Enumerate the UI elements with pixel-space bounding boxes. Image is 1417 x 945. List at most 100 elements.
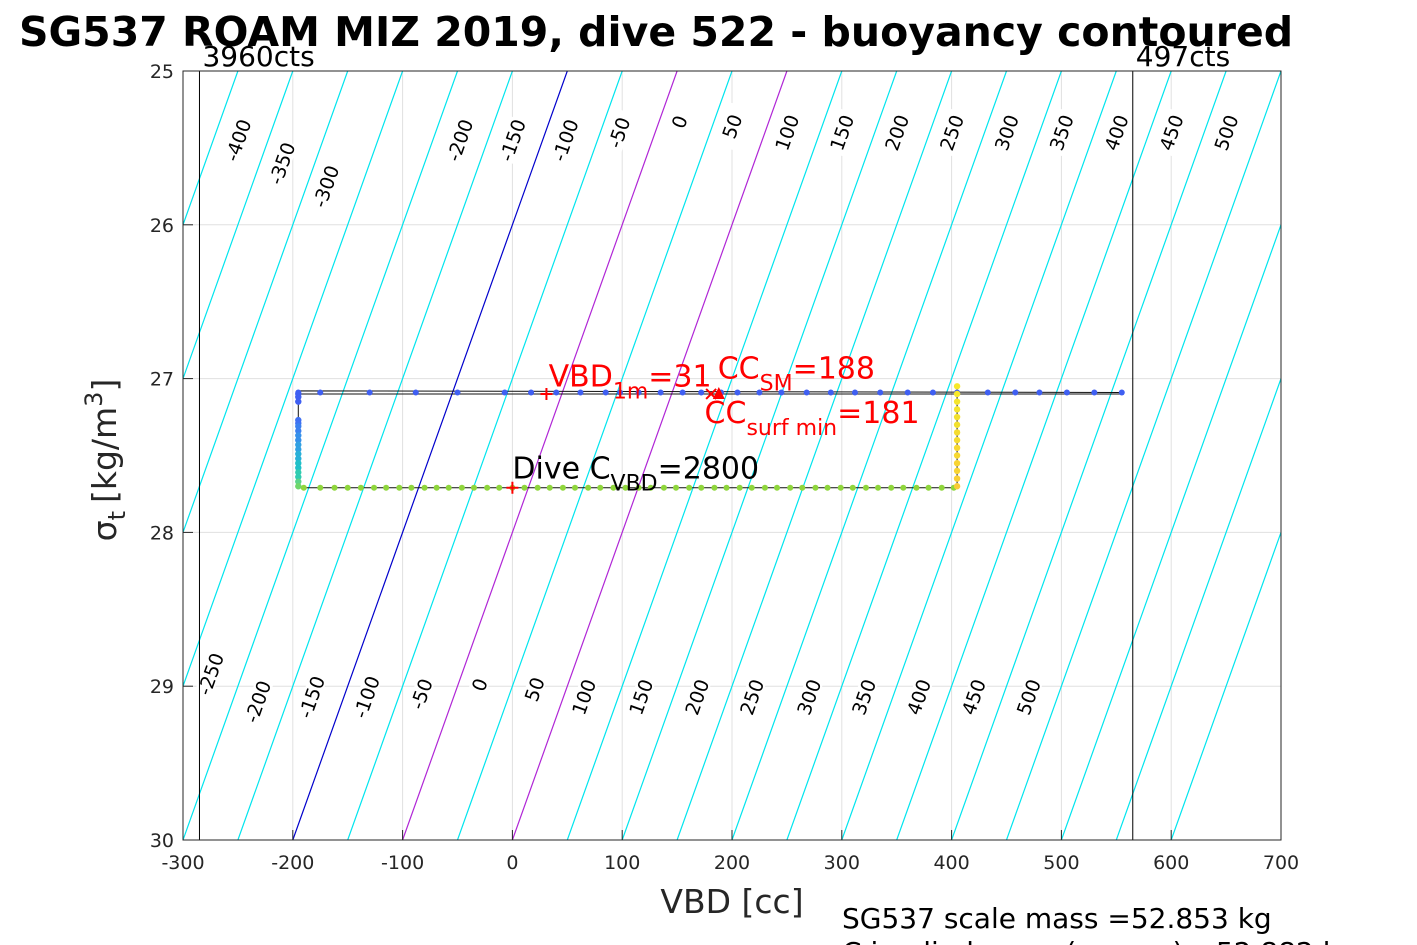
trajectory-point [295,455,302,462]
trajectory-point [433,484,440,491]
trajectory-point [953,475,961,482]
contour-label-backing [443,116,476,164]
annotation-text: CCsurf min=181 [705,396,920,441]
trajectory-point [484,484,491,491]
contour-line [786,71,1062,840]
x-tick-label: 500 [1043,852,1079,874]
vbd-limit-label: 3960cts [202,40,314,73]
trajectory-point [295,436,302,444]
contour-line [183,71,459,840]
trajectory-point [953,459,961,467]
trajectory-point [824,484,831,491]
footer-scale-mass: SG537 scale mass =52.853 kg [842,902,1272,935]
trajectory-point [748,484,755,491]
annotation-text: Dive CVBD=2800 [512,452,759,497]
trajectory-point [454,389,461,396]
trajectory-point [571,484,578,491]
trajectory-point [295,459,302,467]
trajectory-point [1091,389,1098,396]
contour-line [183,71,404,688]
trajectory-point [317,484,324,491]
contour-label-backing [350,673,383,721]
contour-line [951,71,1227,840]
contour-line [1005,71,1281,840]
contour-label-backing [309,162,342,211]
contour-line [183,71,294,381]
contour-line [841,71,1117,840]
trajectory-point [837,484,844,491]
chart-title: SG537 ROAM MIZ 2019, dive 522 - buoyancy… [19,8,1293,56]
contour-label-backing [1045,108,1078,157]
trajectory-point [635,389,642,396]
contour-label-backing [847,673,880,721]
annotation-part: =31 [648,359,711,394]
trajectory-point [295,483,302,490]
trajectory-point [799,484,806,491]
x-axis-label: VBD [cc] [660,882,803,921]
contour-label-backing [1012,673,1045,721]
trajectory-point [1036,389,1043,396]
trajectory-point [585,484,592,491]
trajectory-point [317,389,324,396]
x-tick-label: 400 [933,852,969,874]
vbd-markers [506,386,725,494]
y-axis-label: σt [kg/m3] [80,379,131,542]
trajectory-point [396,484,403,491]
contour-label-backing [735,673,768,721]
trajectory-point [925,484,932,491]
contour-label-backing [716,102,748,151]
contour-label-backing [222,116,254,164]
contour-line [183,71,349,535]
trajectory-point [295,446,302,453]
trajectory-point [953,483,961,490]
trajectory-point [1063,389,1070,396]
contour-label-backing [518,665,551,714]
x-tick-label: 0 [506,852,518,874]
trajectory-point [501,389,508,396]
contour-label-backing [880,108,913,157]
trajectory-point [1118,389,1125,396]
contour-line [731,71,1008,840]
trajectory-point [412,389,419,396]
trajectory-point [295,450,302,458]
triangle-marker [712,386,725,399]
trajectory-point [904,389,911,396]
trajectory-point [938,484,945,491]
contour-label-backing [603,108,635,157]
trajectory-point [617,389,624,396]
annotation-part: =2800 [658,452,759,487]
trajectory-point [736,484,743,491]
trajectory-point [900,484,907,491]
annotation-subscript: VBD [611,472,658,497]
trajectory-point [673,484,680,491]
trajectory-point [344,484,351,491]
trajectory-point [559,484,566,491]
y-label-symbol: σ [85,520,124,541]
trajectory-point [470,484,477,491]
contour-line [456,71,733,840]
trajectory-point [953,421,961,428]
buoyancy-contour-lines [183,71,1281,840]
contour-label-backing [1155,108,1188,157]
contour-label-backing [194,650,227,698]
trajectory-point [295,427,302,435]
trajectory-point [622,484,629,491]
contour-label-backing [567,673,600,721]
contour-label-backing [1100,108,1133,157]
trajectory-point [686,484,693,491]
trajectory-point [635,484,642,491]
y-tick-label: 30 [150,830,174,852]
contour-label-backing [624,673,657,721]
trajectory-point [528,389,535,396]
trajectory-point [953,398,961,405]
trajectory-point [953,444,961,452]
contour-label-backing [935,108,968,157]
contour-label-backing [405,670,438,718]
vbd-limit-lines: 3960cts 497cts [198,40,1230,840]
contour-label-backing [680,673,713,721]
trajectory-point [534,484,541,491]
contour-line [1060,223,1281,840]
trajectory-point [421,484,428,491]
